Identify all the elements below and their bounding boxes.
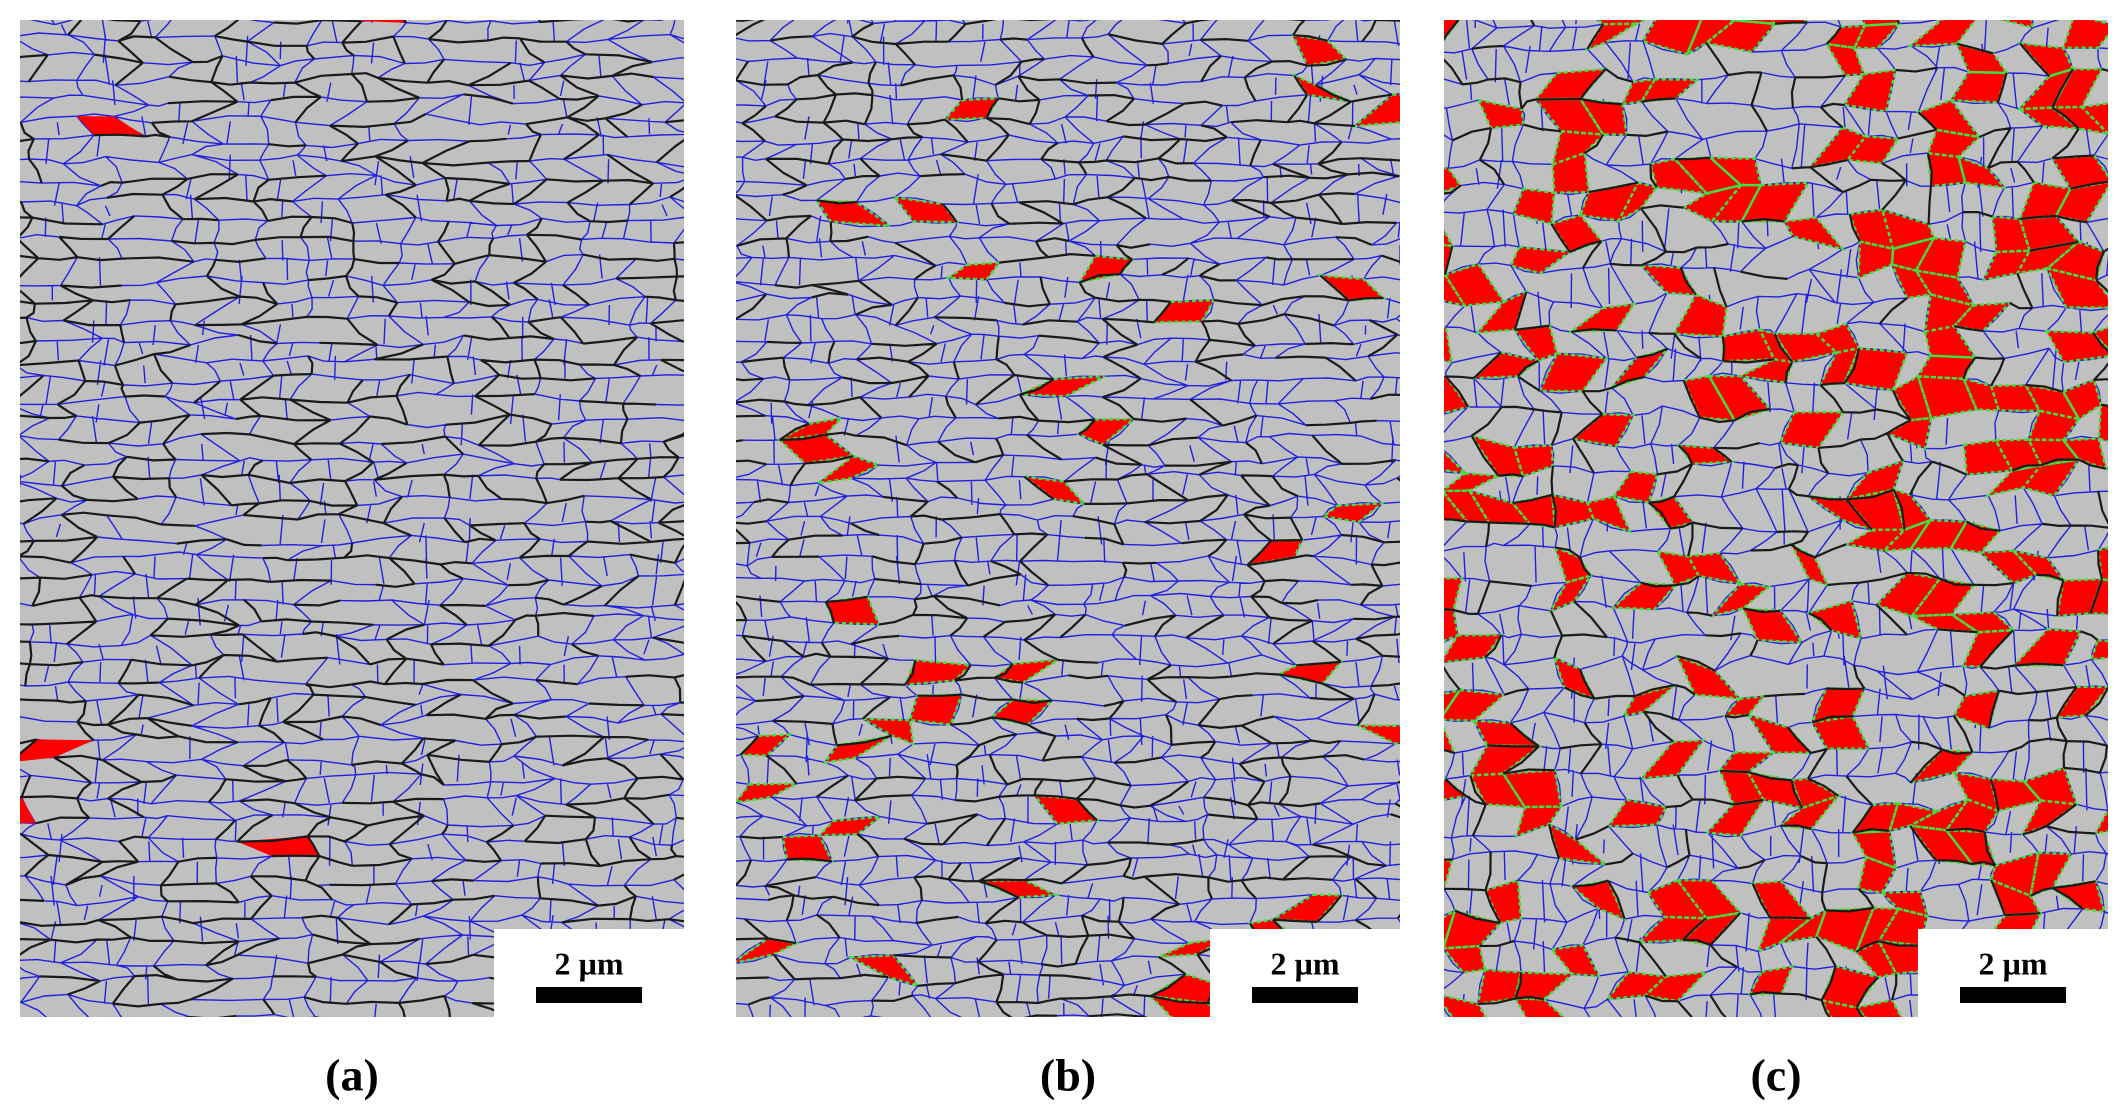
blue-boundaries [736,20,1400,1017]
map-background [736,20,1400,1017]
scale-bar [1960,987,2066,1003]
scale-bar [536,987,642,1003]
scale-bar-label: 2 µm [1270,945,1339,981]
panel-label: (c) [1750,1050,1801,1101]
black-boundaries [1444,20,2108,1017]
panel-label: (b) [1040,1050,1096,1101]
ebsd-map [20,20,684,1017]
scale-bar [1252,987,1358,1003]
panel-label: (a) [325,1050,379,1101]
black-boundaries [20,20,684,1017]
scale-bar-label: 2 µm [554,945,623,981]
blue-boundaries [20,20,684,1017]
scale-bar-label: 2 µm [1978,945,2047,981]
black-boundaries [736,20,1400,1017]
ebsd-map [736,20,1400,1017]
map-background [20,20,684,1017]
ebsd-map [1444,20,2108,1017]
